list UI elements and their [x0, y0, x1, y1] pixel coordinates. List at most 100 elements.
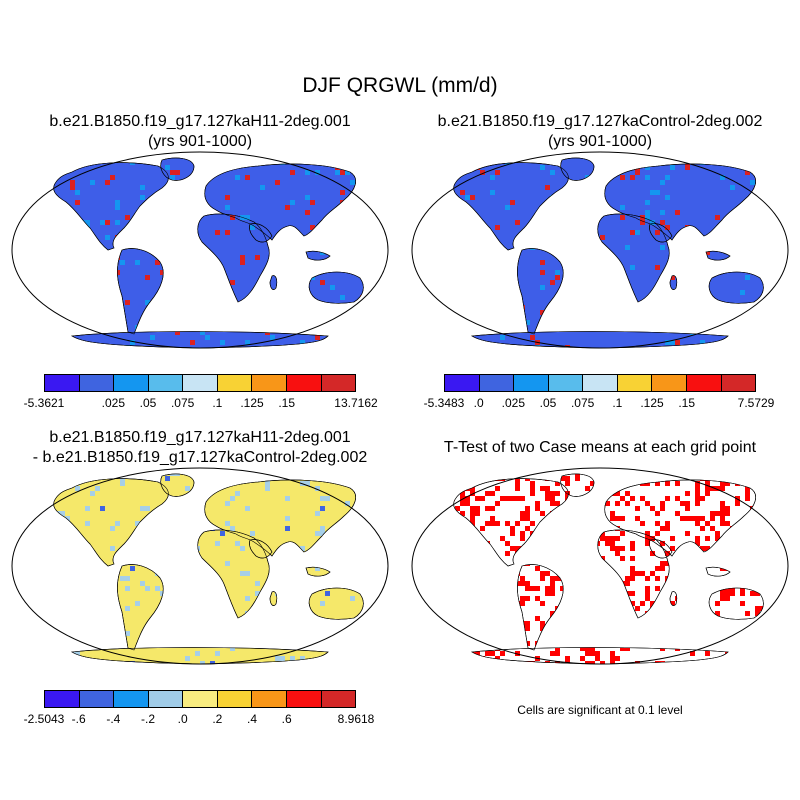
coastline-eurasia	[604, 479, 756, 557]
grid-cell	[720, 175, 725, 180]
grid-cell	[770, 621, 775, 626]
grid-cell	[320, 280, 325, 285]
grid-cell	[775, 626, 780, 631]
grid-cell	[110, 175, 115, 180]
grid-cell	[15, 185, 20, 190]
grid-cell	[755, 631, 760, 636]
grid-cell	[445, 486, 450, 491]
grid-cell	[515, 474, 520, 476]
grid-cell	[540, 511, 545, 516]
grid-cell	[540, 270, 545, 275]
grid-cell	[620, 516, 625, 521]
colorbar-tick-label: .0	[473, 396, 484, 410]
grid-cell	[695, 486, 700, 491]
grid-cell	[420, 491, 425, 496]
grid-cell	[755, 661, 760, 664]
grid-cell	[620, 531, 625, 536]
grid-cell	[680, 501, 685, 506]
grid-cell	[535, 501, 540, 506]
grid-cell	[725, 481, 730, 486]
coastline-north-america	[53, 478, 169, 567]
grid-cell	[715, 611, 720, 616]
grid-cell	[415, 656, 420, 661]
grid-cell	[265, 481, 270, 486]
grid-cell	[600, 661, 605, 664]
colorbar-swatch	[217, 691, 253, 707]
grid-cell	[485, 506, 490, 511]
grid-cell	[85, 506, 90, 511]
colorbar-swatch	[286, 375, 322, 391]
colorbar-tick-label: -.2	[140, 712, 156, 726]
grid-cell	[645, 215, 650, 220]
grid-cell	[525, 621, 530, 626]
grid-cell	[505, 205, 510, 210]
grid-cell	[10, 185, 15, 190]
grid-cell	[155, 260, 160, 265]
grid-cell	[10, 275, 15, 280]
grid-cell	[755, 591, 760, 596]
grid-cell	[550, 591, 555, 596]
grid-cell	[215, 541, 220, 546]
grid-cell	[425, 491, 430, 496]
grid-cell	[525, 581, 530, 586]
grid-cell	[200, 330, 205, 335]
grid-cell	[520, 596, 525, 601]
grid-cell	[500, 496, 505, 501]
grid-cell	[765, 496, 770, 501]
grid-cell	[315, 531, 320, 536]
grid-cell	[710, 476, 715, 481]
grid-cell	[420, 175, 425, 180]
grid-cell	[640, 571, 645, 576]
grid-cell	[320, 601, 325, 606]
grid-cell	[600, 235, 605, 240]
grid-cell	[550, 170, 555, 175]
grid-cell	[685, 501, 690, 506]
grid-cell	[775, 471, 780, 476]
grid-cell	[555, 275, 560, 280]
grid-cell	[690, 516, 695, 521]
grid-cell	[495, 501, 500, 506]
colorbar-tick-label: .4	[246, 712, 258, 726]
grid-cell	[490, 521, 495, 526]
grid-cell	[525, 516, 530, 521]
grid-cell	[625, 576, 630, 581]
grid-cell	[465, 195, 470, 200]
grid-cell	[240, 571, 245, 576]
grid-cell	[555, 270, 560, 275]
grid-cell	[315, 566, 320, 571]
grid-cell	[465, 345, 470, 348]
grid-cell	[375, 501, 380, 506]
grid-cell	[460, 656, 465, 661]
colorbar-tick-label: .15	[678, 396, 695, 410]
grid-cell	[250, 531, 255, 536]
grid-cell	[485, 651, 490, 656]
grid-cell	[460, 501, 465, 506]
grid-cell	[250, 225, 255, 230]
grid-cell	[115, 220, 120, 225]
grid-cell	[335, 345, 340, 348]
grid-cell	[225, 195, 230, 200]
panel-2-title: b.e21.B1850.f19_g17.127kaControl-2deg.00…	[400, 112, 800, 152]
coastline-antarctica	[471, 331, 729, 349]
grid-cell	[70, 185, 75, 190]
grid-cell	[725, 596, 730, 601]
grid-cell	[610, 546, 615, 551]
panel-2-title-line-1: b.e21.B1850.f19_g17.127kaControl-2deg.00…	[437, 113, 763, 130]
grid-cell	[645, 481, 650, 486]
grid-cell	[715, 215, 720, 220]
grid-cell	[285, 526, 290, 531]
grid-cell	[545, 661, 550, 664]
coastline-greenland	[160, 473, 195, 497]
grid-cell	[275, 180, 280, 185]
grid-cell	[535, 596, 540, 601]
grid-cell	[655, 190, 660, 195]
grid-cell	[700, 546, 705, 551]
grid-cell	[115, 521, 120, 526]
grid-cell	[410, 636, 415, 641]
grid-cell	[610, 536, 615, 541]
colorbar-swatch	[252, 375, 287, 391]
grid-cell	[85, 661, 90, 664]
grid-cell	[205, 335, 210, 340]
grid-cell	[645, 531, 650, 536]
grid-cell	[90, 180, 95, 185]
